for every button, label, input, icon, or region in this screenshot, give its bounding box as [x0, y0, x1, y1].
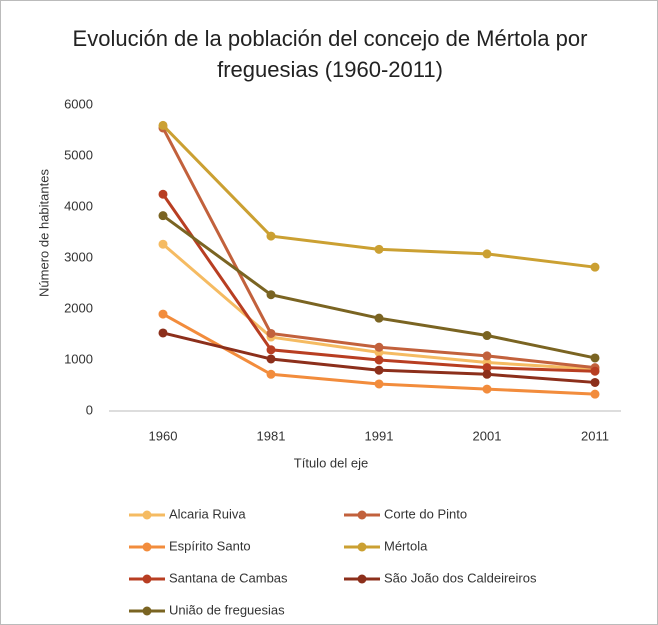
data-point [158, 120, 168, 130]
x-tick-label: 1981 [257, 428, 286, 443]
data-point [482, 384, 492, 394]
y-tick-label: 3000 [64, 249, 93, 264]
data-point [374, 244, 384, 254]
data-point [482, 249, 492, 259]
data-point [266, 369, 276, 379]
data-point [590, 353, 600, 363]
x-tick-label: 1960 [149, 428, 178, 443]
y-tick-label: 5000 [64, 147, 93, 162]
legend-label: Santana de Cambas [169, 570, 288, 585]
data-point [158, 211, 168, 221]
legend-marker [142, 542, 152, 552]
data-point [590, 262, 600, 272]
data-point [374, 355, 384, 365]
legend-marker [357, 510, 367, 520]
x-tick-label: 2001 [473, 428, 502, 443]
y-tick-label: 6000 [64, 96, 93, 111]
data-point [158, 309, 168, 319]
legend-label: Espírito Santo [169, 538, 251, 553]
legend-label: São João dos Caldeireiros [384, 570, 537, 585]
x-tick-label: 2011 [581, 428, 609, 443]
legend-label: Corte do Pinto [384, 506, 467, 521]
y-tick-label: 0 [86, 402, 93, 417]
data-point [482, 351, 492, 361]
data-point [266, 345, 276, 355]
data-point [590, 377, 600, 387]
data-point [374, 313, 384, 323]
data-point [374, 379, 384, 389]
data-point [266, 290, 276, 300]
legend-marker [357, 574, 367, 584]
data-point [482, 363, 492, 373]
data-point [266, 328, 276, 338]
data-point [590, 389, 600, 399]
x-tick-label: 1991 [365, 428, 394, 443]
y-tick-label: 2000 [64, 300, 93, 315]
data-point [482, 369, 492, 379]
y-tick-label: 1000 [64, 351, 93, 366]
legend-label: Mértola [384, 538, 428, 553]
data-point [374, 342, 384, 352]
data-point [158, 189, 168, 199]
x-axis-label: Título del eje [294, 455, 368, 470]
data-point [590, 366, 600, 376]
data-point [266, 231, 276, 241]
data-point [158, 239, 168, 249]
y-tick-label: 4000 [64, 198, 93, 213]
data-point [158, 328, 168, 338]
legend-label: União de freguesias [169, 602, 285, 617]
legend-label: Alcaria Ruiva [169, 506, 246, 521]
legend-marker [142, 574, 152, 584]
data-point [374, 365, 384, 375]
y-axis-label: Número de habitantes [36, 169, 51, 297]
chart-title: Evolución de la población del concejo de… [72, 26, 588, 82]
data-point [482, 331, 492, 341]
legend-marker [142, 510, 152, 520]
legend-marker [357, 542, 367, 552]
data-point [266, 354, 276, 364]
legend-marker [142, 606, 152, 616]
